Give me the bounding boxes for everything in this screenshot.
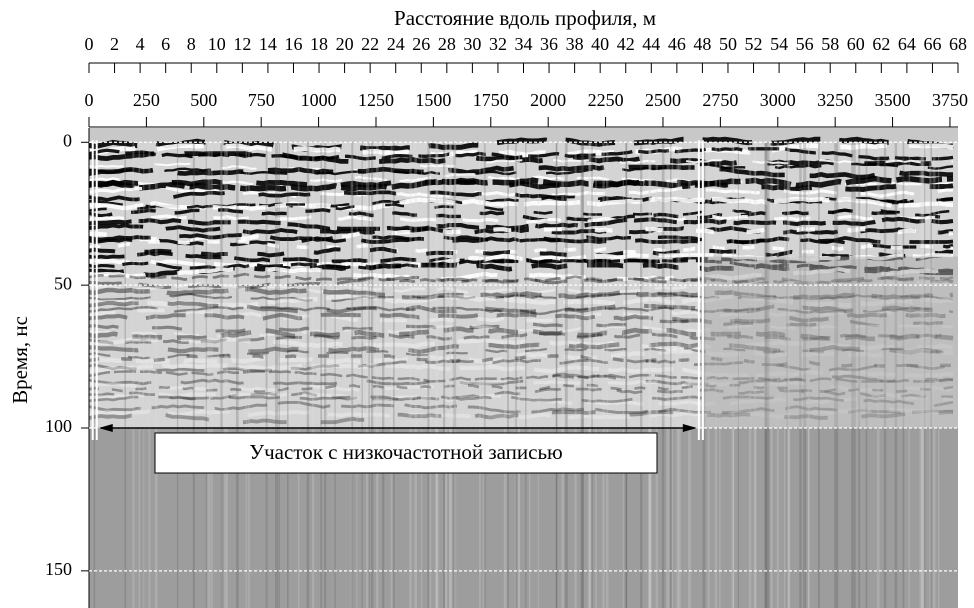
x-tick-label: 1500 — [415, 90, 451, 110]
texture-stripe — [89, 143, 954, 158]
y-tick-label: 150 — [45, 559, 72, 579]
annotation-text: Участок с низкочастотной записью — [249, 440, 563, 464]
texture-stripe — [89, 354, 954, 368]
top-tick-label: 50 — [719, 34, 737, 54]
top-tick-label: 60 — [847, 34, 865, 54]
top-tick-label: 40 — [591, 34, 609, 54]
x-tick-label: 3000 — [760, 90, 796, 110]
texture-stripe — [89, 292, 954, 303]
texture-stripe — [89, 231, 954, 244]
top-tick-label: 12 — [233, 34, 251, 54]
texture-stripe — [89, 159, 954, 172]
top-tick-label: 16 — [284, 34, 302, 54]
top-tick-label: 8 — [187, 34, 196, 54]
y-tick-label: 100 — [45, 416, 72, 436]
x-tick-label: 2750 — [702, 90, 738, 110]
top-tick-label: 48 — [693, 34, 711, 54]
x-tick-label: 3750 — [932, 90, 968, 110]
texture-stripe — [89, 216, 954, 231]
top-tick-label: 68 — [949, 34, 967, 54]
top-tick-label: 24 — [387, 34, 405, 54]
top-tick-label: 42 — [617, 34, 635, 54]
radargram-image — [89, 128, 958, 608]
x-tick-label: 1250 — [358, 90, 394, 110]
texture-stripe — [89, 324, 954, 338]
texture-stripe — [89, 235, 954, 249]
image-right-haze — [700, 256, 958, 428]
x-tick-label: 0 — [85, 90, 94, 110]
texture-stripe — [89, 208, 954, 222]
top-tick-label: 6 — [161, 34, 170, 54]
top-tick-label: 2 — [110, 34, 119, 54]
annotation-box — [154, 432, 658, 474]
x-tick-label: 2250 — [588, 90, 624, 110]
texture-stripe — [89, 136, 954, 152]
arrow-head — [98, 424, 113, 432]
x-tick-label: 3500 — [875, 90, 911, 110]
top-tick-label: 44 — [642, 34, 660, 54]
texture-stripe — [89, 196, 954, 211]
texture-stripe — [89, 408, 954, 420]
top-tick-label: 10 — [208, 34, 226, 54]
top-tick-label: 38 — [566, 34, 584, 54]
arrow-head — [682, 424, 697, 432]
top-tick-label: 34 — [515, 34, 533, 54]
top-tick-label: 46 — [668, 34, 686, 54]
top-tick-label: 14 — [259, 34, 277, 54]
top-tick-label: 30 — [463, 34, 481, 54]
x-tick-label: 750 — [248, 90, 275, 110]
texture-stripe — [89, 164, 953, 180]
top-tick-label: 58 — [821, 34, 839, 54]
texture-stripe — [89, 341, 954, 356]
y-tick-label: 50 — [54, 273, 72, 293]
x-tick-label: 250 — [133, 90, 160, 110]
image-top-strip — [89, 128, 958, 142]
top-tick-label: 26 — [412, 34, 430, 54]
top-tick-label: 18 — [310, 34, 328, 54]
texture-stripe — [89, 162, 954, 176]
x-tick-label: 2000 — [530, 90, 566, 110]
y-tick-label: 0 — [63, 130, 72, 150]
texture-stripe — [89, 239, 954, 254]
top-tick-label: 4 — [136, 34, 145, 54]
top-tick-label: 52 — [745, 34, 763, 54]
texture-stripe — [89, 213, 954, 224]
texture-stripe — [89, 372, 954, 386]
x-tick-label: 1750 — [473, 90, 509, 110]
top-tick-label: 64 — [898, 34, 916, 54]
x-tick-label: 3250 — [817, 90, 853, 110]
texture-stripe — [89, 179, 954, 192]
top-tick-label: 62 — [872, 34, 890, 54]
texture-stripe — [89, 370, 954, 383]
top-tick-label: 56 — [796, 34, 814, 54]
top-tick-label: 20 — [336, 34, 354, 54]
top-tick-label: 22 — [361, 34, 379, 54]
top-tick-label: 36 — [540, 34, 558, 54]
top-tick-label: 54 — [770, 34, 788, 54]
x-tick-label: 1000 — [301, 90, 337, 110]
texture-stripe — [89, 337, 954, 351]
x-tick-label: 500 — [190, 90, 217, 110]
texture-stripe — [89, 227, 954, 242]
y-axis-label: Время, нс — [8, 316, 32, 404]
top-tick-label: 66 — [923, 34, 941, 54]
top-tick-label: 32 — [489, 34, 507, 54]
texture-stripe — [89, 387, 954, 401]
top-tick-label: 28 — [438, 34, 456, 54]
top-tick-label: 0 — [85, 34, 94, 54]
x-tick-label: 2500 — [645, 90, 681, 110]
chart-title: Расстояние вдоль профиля, м — [394, 6, 656, 30]
